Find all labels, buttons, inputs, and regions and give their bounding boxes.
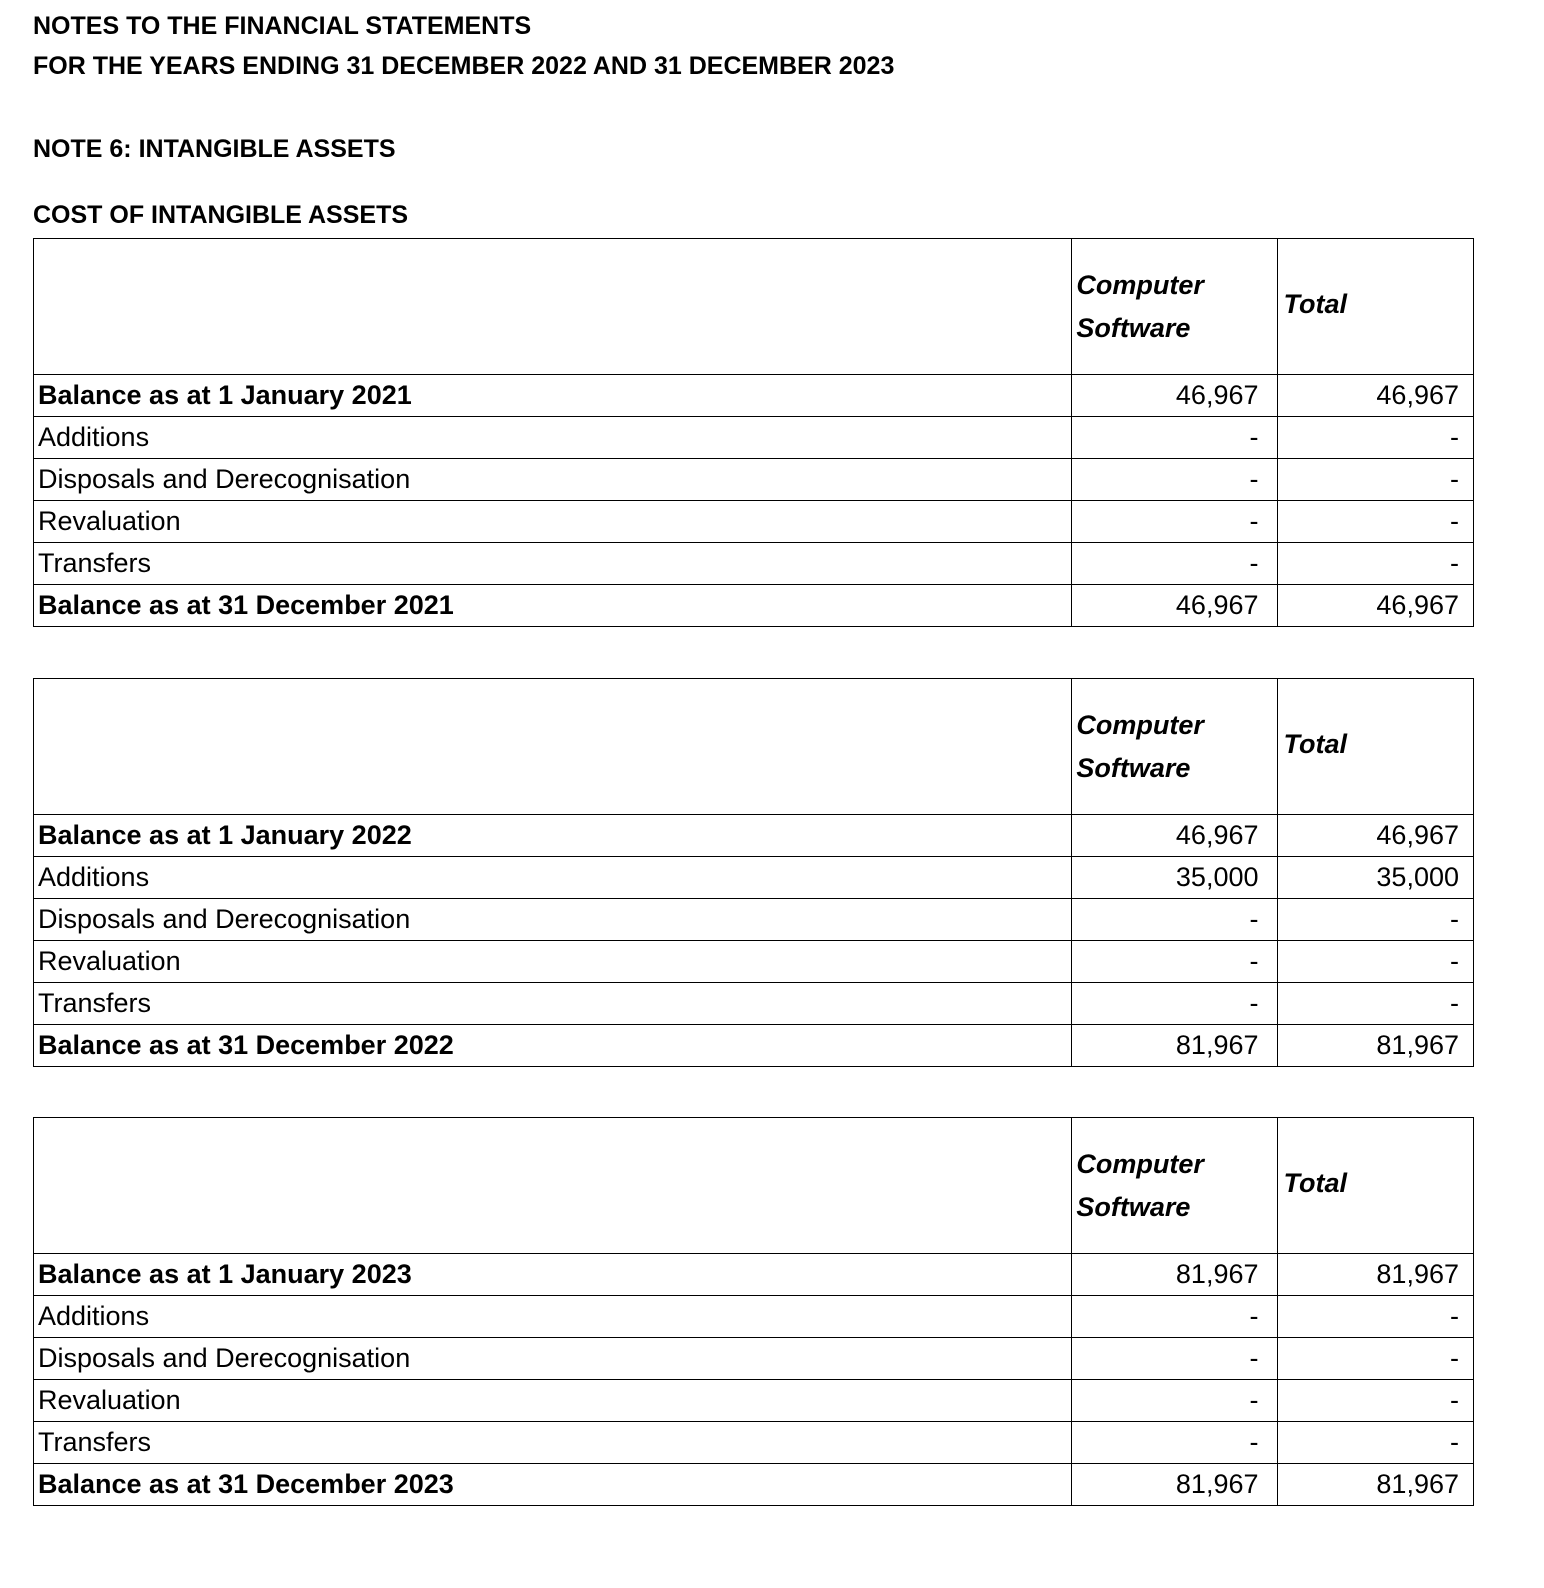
row-label: Transfers <box>32 982 1073 1025</box>
row-label: Revaluation <box>32 1379 1073 1422</box>
total-value: 46,967 <box>1276 374 1474 417</box>
software-value: - <box>1071 1337 1278 1380</box>
total-value: - <box>1276 898 1474 941</box>
total-value: 81,967 <box>1276 1253 1474 1296</box>
blank-header <box>32 678 1073 815</box>
table-row: Revaluation - - <box>32 500 1474 543</box>
table-row: Disposals and Derecognisation - - <box>32 898 1474 941</box>
row-label: Balance as at 31 December 2021 <box>32 584 1073 627</box>
table-row: Balance as at 1 January 2022 46,967 46,967 <box>32 814 1474 857</box>
row-label: Balance as at 1 January 2023 <box>32 1253 1073 1296</box>
table-row: Revaluation - - <box>32 1379 1474 1422</box>
cost-table-3: Computer Software Total Balance as at 1 Ja… <box>32 1117 1474 1506</box>
col-header-software: Computer Software <box>1071 238 1278 375</box>
total-value: - <box>1276 542 1474 585</box>
software-value: 81,967 <box>1071 1253 1278 1296</box>
table-row: Transfers - - <box>32 1421 1474 1464</box>
table-row: Balance as at 1 January 2023 81,967 81,967 <box>32 1253 1474 1296</box>
row-label: Balance as at 31 December 2022 <box>32 1024 1073 1067</box>
row-label: Additions <box>32 1295 1073 1338</box>
header-row: Computer Software Total <box>32 1117 1474 1254</box>
software-value: - <box>1071 416 1278 459</box>
blank-header <box>32 1117 1073 1254</box>
doc-subtitle: FOR THE YEARS ENDING 31 DECEMBER 2022 AN… <box>33 52 895 80</box>
col-header-total: Total <box>1276 238 1474 375</box>
cost-table-1: Computer Software Total Balance as at 1 Ja… <box>32 238 1474 627</box>
software-value: 46,967 <box>1071 584 1278 627</box>
table-row: Balance as at 31 December 2023 81,967 81,9… <box>32 1463 1474 1506</box>
table-row: Additions - - <box>32 416 1474 459</box>
row-label: Revaluation <box>32 500 1073 543</box>
header-row: Computer Software Total <box>32 238 1474 375</box>
row-label: Transfers <box>32 542 1073 585</box>
software-value: - <box>1071 1379 1278 1422</box>
software-value: 46,967 <box>1071 814 1278 857</box>
blank-header <box>32 238 1073 375</box>
row-label: Disposals and Derecognisation <box>32 458 1073 501</box>
row-label: Balance as at 1 January 2021 <box>32 374 1073 417</box>
software-value: 81,967 <box>1071 1024 1278 1067</box>
table-row: Revaluation - - <box>32 940 1474 983</box>
row-label: Disposals and Derecognisation <box>32 898 1073 941</box>
col-header-total: Total <box>1276 678 1474 815</box>
col-header-software: Computer Software <box>1071 1117 1278 1254</box>
software-value: - <box>1071 898 1278 941</box>
software-value: - <box>1071 500 1278 543</box>
software-value: - <box>1071 1295 1278 1338</box>
software-value: 46,967 <box>1071 374 1278 417</box>
software-value: - <box>1071 542 1278 585</box>
total-value: - <box>1276 1421 1474 1464</box>
row-label: Balance as at 1 January 2022 <box>32 814 1073 857</box>
section-title: COST OF INTANGIBLE ASSETS <box>33 201 409 229</box>
software-value: - <box>1071 982 1278 1025</box>
note-title: NOTE 6: INTANGIBLE ASSETS <box>33 135 396 163</box>
doc-title: NOTES TO THE FINANCIAL STATEMENTS <box>33 12 532 40</box>
total-value: 81,967 <box>1276 1024 1474 1067</box>
software-value: 81,967 <box>1071 1463 1278 1506</box>
table-row: Transfers - - <box>32 542 1474 585</box>
col-header-software: Computer Software <box>1071 678 1278 815</box>
table-row: Disposals and Derecognisation - - <box>32 1337 1474 1380</box>
row-label: Balance as at 31 December 2023 <box>32 1463 1073 1506</box>
total-value: - <box>1276 982 1474 1025</box>
row-label: Revaluation <box>32 940 1073 983</box>
row-label: Disposals and Derecognisation <box>32 1337 1073 1380</box>
software-value: - <box>1071 458 1278 501</box>
software-value: - <box>1071 1421 1278 1464</box>
total-value: 81,967 <box>1276 1463 1474 1506</box>
total-value: 46,967 <box>1276 814 1474 857</box>
table-row: Transfers - - <box>32 982 1474 1025</box>
total-value: - <box>1276 500 1474 543</box>
header-row: Computer Software Total <box>32 678 1474 815</box>
total-value: - <box>1276 1337 1474 1380</box>
table-row: Balance as at 31 December 2021 46,967 46,9… <box>32 584 1474 627</box>
total-value: - <box>1276 416 1474 459</box>
cost-table-2: Computer Software Total Balance as at 1 Ja… <box>32 678 1474 1067</box>
total-value: - <box>1276 940 1474 983</box>
table-row: Balance as at 1 January 2021 46,967 46,967 <box>32 374 1474 417</box>
table-row: Additions - - <box>32 1295 1474 1338</box>
total-value: 35,000 <box>1276 856 1474 899</box>
row-label: Additions <box>32 416 1073 459</box>
table-row: Balance as at 31 December 2022 81,967 81,9… <box>32 1024 1474 1067</box>
table-row: Additions 35,000 35,000 <box>32 856 1474 899</box>
total-value: - <box>1276 1379 1474 1422</box>
total-value: - <box>1276 458 1474 501</box>
total-value: - <box>1276 1295 1474 1338</box>
software-value: - <box>1071 940 1278 983</box>
table-row: Disposals and Derecognisation - - <box>32 458 1474 501</box>
row-label: Transfers <box>32 1421 1073 1464</box>
row-label: Additions <box>32 856 1073 899</box>
col-header-total: Total <box>1276 1117 1474 1254</box>
total-value: 46,967 <box>1276 584 1474 627</box>
software-value: 35,000 <box>1071 856 1278 899</box>
